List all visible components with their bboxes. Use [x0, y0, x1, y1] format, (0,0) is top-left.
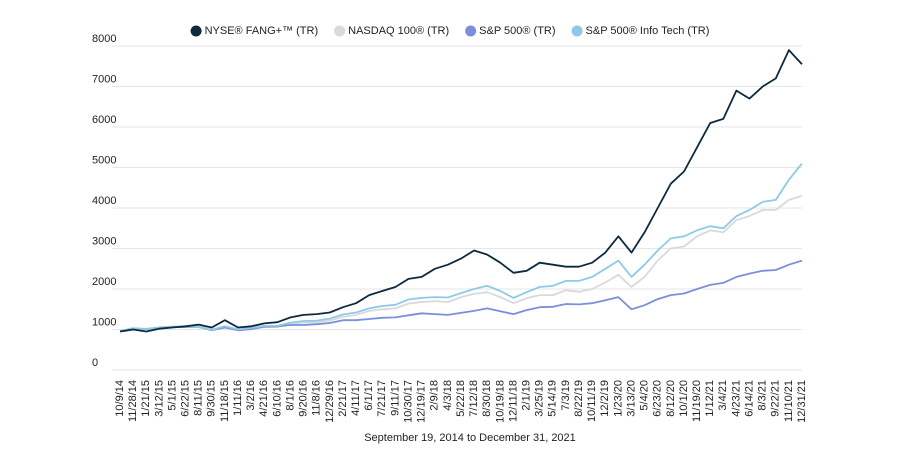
x-tick-label: 10/11/19 [586, 380, 598, 422]
x-tick-label: 7/3/19 [560, 380, 572, 411]
x-tick-label: 3/12/15 [153, 380, 165, 417]
y-tick-label: 8000 [92, 33, 116, 45]
x-tick-label: 6/22/15 [179, 380, 191, 417]
x-tick-label: 3/13/20 [625, 380, 637, 417]
y-tick-label: 2000 [92, 276, 116, 288]
legend-label: NASDAQ 100® (TR) [348, 25, 449, 37]
x-tick-label: 12/29/16 [324, 380, 336, 423]
x-tick-label: 4/11/17 [350, 380, 362, 416]
x-tick-label: 6/23/20 [652, 380, 664, 417]
x-tick-label: 8/30/18 [481, 380, 493, 417]
x-tick-label: 11/18/15 [219, 380, 231, 422]
x-tick-label: 5/22/18 [455, 380, 467, 417]
x-tick-label: 12/31/21 [796, 380, 808, 423]
y-tick-label: 3000 [92, 235, 116, 247]
x-tick-label: 6/10/16 [271, 380, 283, 417]
legend-marker [190, 25, 202, 37]
x-tick-label: 4/23/21 [730, 380, 742, 417]
x-tick-label: 5/4/20 [639, 380, 651, 411]
x-tick-label: 5/14/19 [547, 380, 559, 417]
x-tick-label: 11/10/21 [783, 380, 795, 422]
y-tick-label: 5000 [92, 154, 116, 166]
x-tick-label: 3/25/19 [534, 380, 546, 417]
x-tick-label: 12/2/19 [599, 380, 611, 417]
x-tick-label: 8/12/20 [665, 380, 677, 417]
x-tick-label: 8/11/15 [193, 380, 205, 416]
x-tick-label: 9/11/17 [389, 380, 401, 416]
x-tick-label: 9/30/15 [206, 380, 218, 417]
x-tick-label: 9/22/21 [770, 380, 782, 417]
series-line [119, 259, 803, 332]
x-tick-label: 4/21/16 [258, 380, 270, 417]
y-tick-label: 6000 [92, 114, 116, 126]
x-tick-label: 10/9/14 [114, 380, 126, 417]
series-line [119, 162, 803, 332]
legend-label: S&P 500® (TR) [479, 25, 555, 37]
x-tick-label: 8/1/16 [284, 380, 296, 411]
x-tick-label: 10/30/17 [402, 380, 414, 423]
x-tick-label: 10/19/18 [494, 380, 506, 423]
x-tick-label: 11/8/16 [311, 380, 323, 416]
series-line [119, 49, 803, 333]
x-tick-label: 3/4/21 [717, 380, 729, 411]
y-tick-label: 4000 [92, 195, 116, 207]
legend-marker [571, 25, 583, 37]
x-tick-label: 4/3/18 [442, 380, 454, 411]
x-tick-label: 1/21/15 [140, 380, 152, 417]
legend-marker [465, 25, 477, 37]
x-tick-label: 7/21/17 [376, 380, 388, 417]
x-tick-label: 2/21/17 [337, 380, 349, 417]
legend: NYSE® FANG+™ (TR) NASDAQ 100® (TR) S&P 500… [190, 25, 710, 37]
x-tick-label: 1/11/16 [232, 380, 244, 416]
y-tick-label: 1000 [92, 316, 116, 328]
y-tick-label: 0 [92, 357, 98, 369]
x-tick-label: 3/2/16 [245, 380, 257, 411]
x-tick-label: 6/14/21 [743, 380, 755, 417]
x-tick-label: 8/3/21 [757, 380, 769, 411]
x-tick-label: 12/11/18 [507, 380, 519, 422]
x-tick-label: 5/1/15 [166, 380, 178, 411]
series-line [119, 194, 803, 332]
x-tick-label: 10/1/20 [678, 380, 690, 417]
legend-label: NYSE® FANG+™ (TR) [205, 25, 319, 37]
x-tick-label: 9/20/16 [298, 380, 310, 417]
x-tick-label: 1/12/21 [704, 380, 716, 417]
x-tick-label: 6/1/17 [363, 380, 375, 411]
legend-label: S&P 500® Info Tech (TR) [586, 25, 710, 37]
legend-marker [334, 25, 346, 37]
x-tick-label: 1/23/20 [612, 380, 624, 417]
x-tick-label: 11/19/20 [691, 380, 703, 422]
y-tick-label: 7000 [92, 73, 116, 85]
x-tick-label: 12/19/17 [416, 380, 428, 423]
x-tick-label: 2/9/18 [429, 380, 441, 411]
x-tick-label: 8/22/19 [573, 380, 585, 417]
x-tick-label: 2/1/19 [520, 380, 532, 411]
x-axis-title: September 19, 2014 to December 31, 2021 [364, 432, 576, 444]
x-tick-label: 7/12/18 [468, 380, 480, 417]
x-tick-label: 11/28/14 [127, 380, 139, 422]
